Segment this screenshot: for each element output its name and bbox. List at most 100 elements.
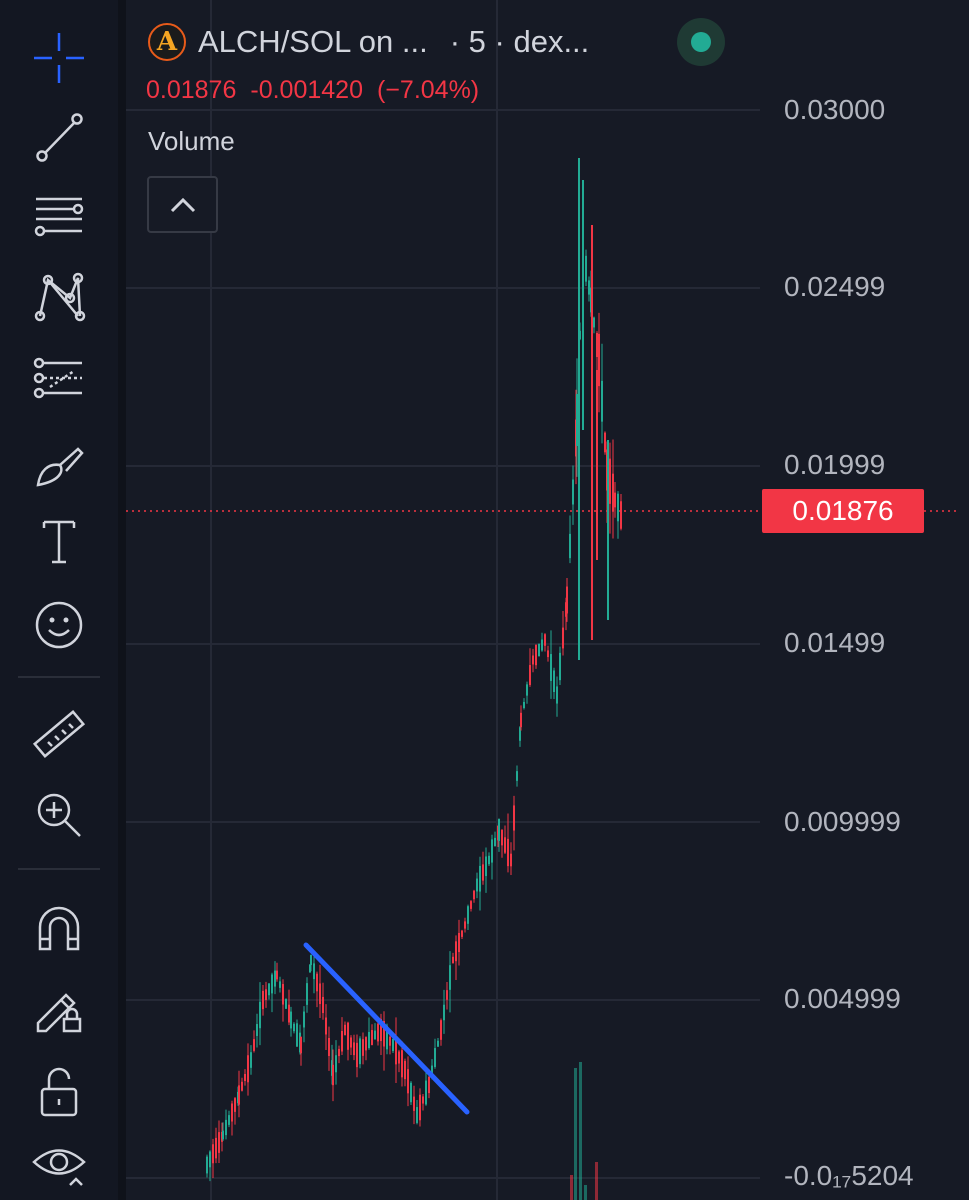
volume-bar (579, 1062, 582, 1200)
volume-bar (570, 1175, 573, 1200)
candle-body (313, 963, 315, 980)
candle-body (256, 1024, 258, 1036)
ruler-tool[interactable] (19, 700, 99, 770)
volume-bar (574, 1068, 577, 1200)
candle-body (274, 970, 276, 987)
candle-body (437, 1040, 439, 1047)
prediction-tool[interactable] (19, 343, 99, 413)
candle-body (383, 1020, 385, 1047)
candle-body (234, 1098, 236, 1112)
candle-body (446, 990, 448, 1000)
text-tool[interactable] (19, 506, 99, 576)
candle-body (547, 650, 549, 658)
candle-body (431, 1065, 433, 1077)
candle-body (374, 1030, 376, 1040)
lock-drawings-tool[interactable] (19, 973, 99, 1043)
candle-body (335, 1055, 337, 1073)
candle-body (470, 901, 472, 909)
candle-body (526, 684, 528, 696)
volume-indicator-label[interactable]: Volume (148, 126, 235, 156)
toolbar-separator (18, 868, 100, 870)
candle-body (428, 1076, 430, 1094)
price-axis-label: 0.03000 (784, 94, 886, 125)
interval-source[interactable]: · 5 · dex... (449, 24, 590, 59)
candle-body (293, 1023, 295, 1032)
drawing-toolbar (0, 0, 118, 1200)
candle-body (368, 1031, 370, 1049)
candle-body (268, 983, 270, 996)
market-status-indicator[interactable] (677, 18, 725, 66)
candle-body (520, 712, 522, 728)
candle-body (485, 856, 487, 877)
candle-body (288, 1004, 290, 1023)
candle-body (588, 280, 590, 295)
emoji-tool[interactable] (19, 590, 99, 660)
candle-body (513, 805, 515, 831)
candle-body (365, 1037, 367, 1051)
token-logo: A (148, 23, 186, 61)
candle-body (380, 1018, 382, 1042)
candle-body (271, 974, 273, 994)
zoom-in-tool[interactable] (19, 780, 99, 850)
magnet-tool[interactable] (19, 893, 99, 963)
price-change-legend: 0.01876 -0.001420 (−7.04%) (146, 76, 493, 105)
candle-body (541, 639, 543, 651)
zoom-in-icon (37, 793, 81, 837)
candle-body (310, 954, 312, 966)
candle-body (401, 1050, 403, 1078)
hide-drawings-tool[interactable] (19, 1127, 99, 1197)
candle-body (461, 930, 463, 937)
candle-body (576, 394, 578, 446)
candle-body (282, 984, 284, 1005)
candle-body (215, 1137, 217, 1159)
candle-body (569, 533, 571, 559)
candle-body (572, 479, 574, 505)
candle-body (455, 941, 457, 962)
candle-body (250, 1052, 252, 1068)
candle-body (338, 1048, 340, 1057)
unlock-tool[interactable] (19, 1057, 99, 1127)
trend-line-icon (36, 113, 83, 162)
crosshair-tool[interactable] (19, 23, 99, 93)
candle-body (325, 1017, 327, 1035)
candle-body (344, 1024, 346, 1036)
candle-body (386, 1025, 388, 1050)
candle-body (593, 317, 595, 328)
collapse-indicators-button[interactable] (147, 176, 218, 233)
candle-body (265, 989, 267, 1001)
candle-body (206, 1156, 208, 1174)
chart-header[interactable]: A ALCH/SOL on ... · 5 · dex... (140, 18, 589, 66)
prediction-icon (33, 357, 82, 399)
brush-tool[interactable] (19, 429, 99, 499)
candle-body (398, 1051, 400, 1064)
candle-body (434, 1048, 436, 1067)
candle-body (620, 501, 622, 529)
brush-icon (36, 447, 84, 487)
candle-body (350, 1037, 352, 1048)
candle-body (247, 1055, 249, 1083)
candle-body (392, 1038, 394, 1052)
candle-body (425, 1080, 427, 1105)
candle-body (617, 493, 619, 522)
volume-bar (584, 1185, 587, 1200)
pattern-tool[interactable] (19, 262, 99, 332)
trend-line-drawing (303, 942, 470, 1115)
candle-body (443, 1004, 445, 1021)
candle-body (553, 670, 555, 692)
candle-body (276, 970, 278, 980)
last-price-tag[interactable]: 0.01876 (762, 489, 924, 533)
candle-body (410, 1082, 412, 1103)
fib-retracement-tool[interactable] (19, 181, 99, 251)
candle-body (328, 1038, 330, 1056)
symbol-title[interactable]: ALCH/SOL on ... (198, 24, 428, 59)
candle-body (356, 1042, 358, 1068)
candle-body (416, 1107, 418, 1123)
price-axis-label: 0.009999 (784, 806, 901, 837)
candle-body (529, 665, 531, 685)
candle-body (209, 1151, 211, 1168)
trend-line-tool[interactable] (19, 102, 99, 172)
chart-grid (126, 0, 760, 1200)
candle-body (614, 492, 616, 508)
candle-body (228, 1115, 230, 1125)
